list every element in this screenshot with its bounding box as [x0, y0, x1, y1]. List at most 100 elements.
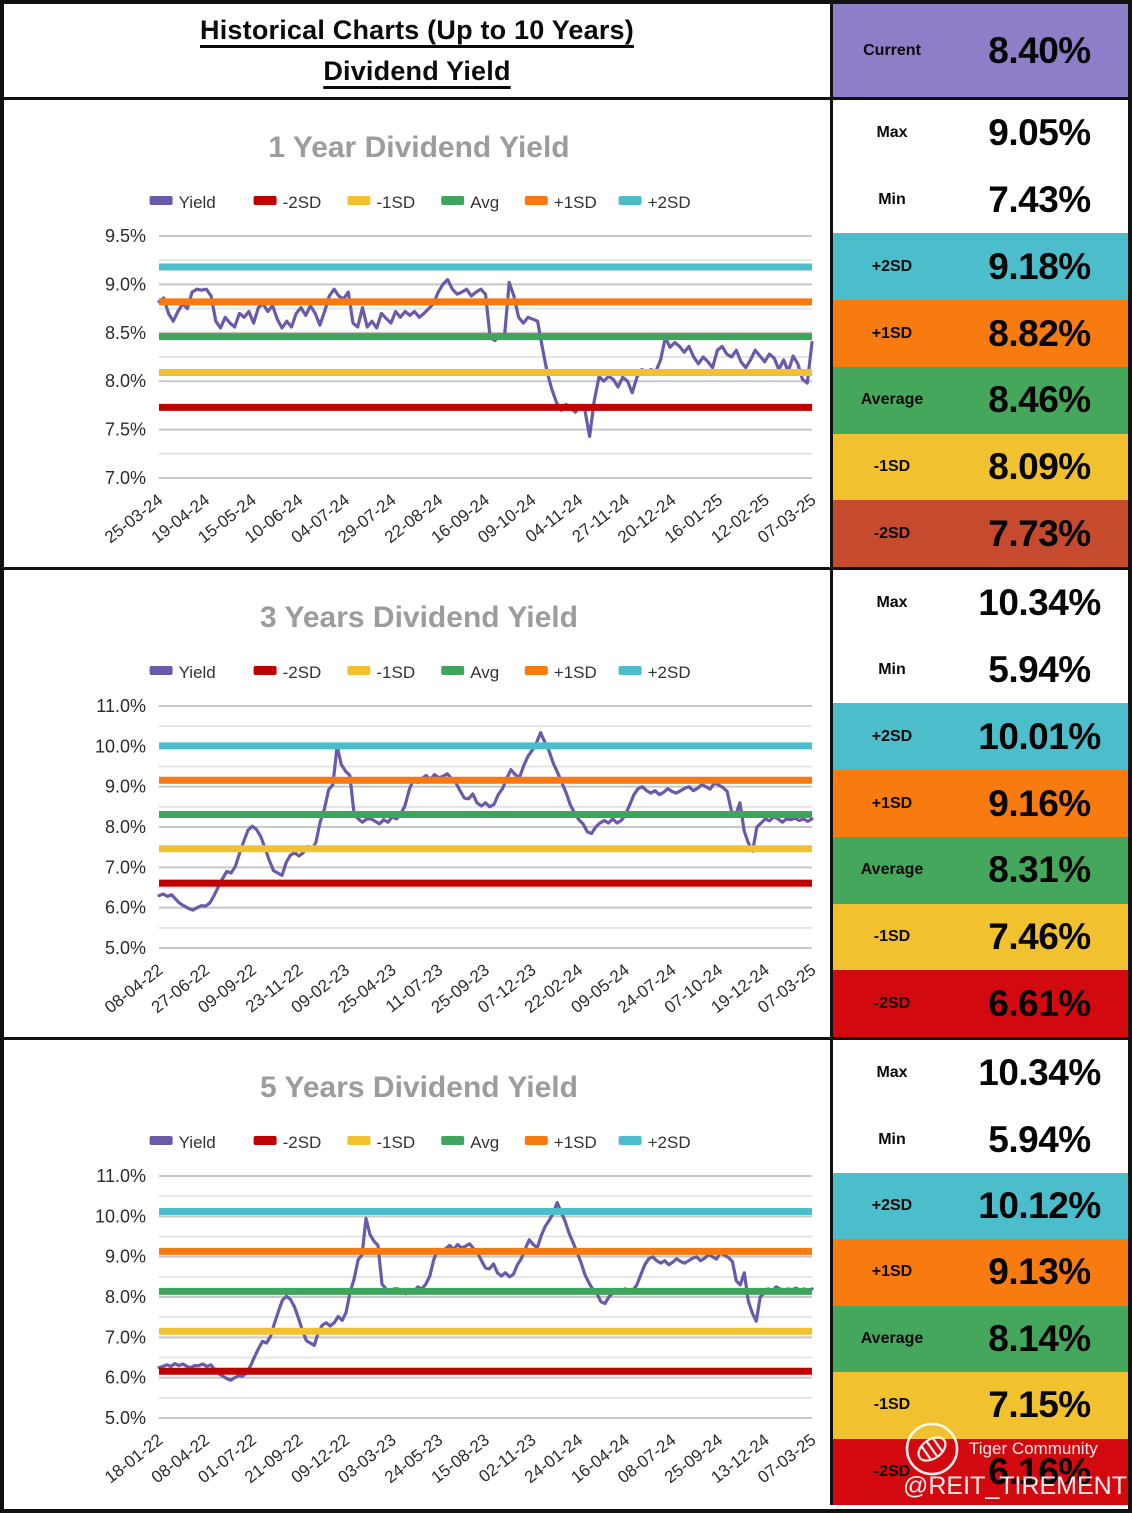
stat-value-max: 9.05% [988, 112, 1091, 154]
legend-label: Avg [470, 193, 499, 212]
legend-label: +1SD [554, 193, 597, 212]
stat-label-minus2sd: -2SD [873, 994, 911, 1012]
svg-text:11.0%: 11.0% [96, 1166, 146, 1186]
svg-text:7.5%: 7.5% [105, 420, 146, 440]
legend-label: Yield [179, 663, 216, 682]
legend-label: +2SD [648, 1133, 691, 1152]
stat-value-average: 8.14% [988, 1317, 1091, 1359]
stat-row-min: Min 7.43% [833, 166, 1128, 234]
stat-value-plus1sd: 9.13% [988, 1251, 1091, 1293]
stat-label-plus1sd: +1SD [871, 1263, 913, 1281]
stat-value-min: 5.94% [988, 649, 1091, 691]
stat-value-plus2sd: 9.18% [988, 245, 1091, 287]
svg-text:8.0%: 8.0% [105, 817, 146, 837]
stat-row-max: Max 9.05% [833, 100, 1128, 167]
stat-label-average: Average [860, 391, 924, 409]
stat-row-min: Min 5.94% [833, 636, 1128, 704]
svg-text:5.0%: 5.0% [105, 938, 146, 958]
svg-text:11.0%: 11.0% [96, 696, 146, 716]
stat-row-plus2sd: +2SD 9.18% [833, 233, 1128, 301]
svg-text:7.0%: 7.0% [105, 857, 146, 877]
stat-label-minus2sd: -2SD [873, 1462, 911, 1480]
svg-text:5.0%: 5.0% [105, 1408, 146, 1428]
svg-text:9.0%: 9.0% [105, 1247, 146, 1267]
svg-text:6.0%: 6.0% [105, 1368, 146, 1388]
stat-row-average: Average 8.31% [833, 836, 1128, 904]
chart-legend: Yield -2SD -1SD Avg +1SD +2SD [149, 663, 691, 682]
legend-swatch-+1sd [524, 196, 548, 205]
legend-swatch-yield [149, 666, 173, 675]
stat-value-minus2sd: 7.73% [988, 512, 1091, 554]
chart-3y-container: 3 Years Dividend Yield Yield -2SD -1SD Avg +1… [4, 567, 833, 1037]
stats-panel-3y: Max 10.34% Min 5.94% +2SD 10.01% +1SD 9.16% Aver… [833, 567, 1128, 1038]
stat-row-minus1sd: -1SD 8.09% [833, 433, 1128, 501]
legend-swatch--1sd [347, 666, 371, 675]
legend-label: -1SD [376, 193, 415, 212]
stat-row-average: Average 8.14% [833, 1305, 1128, 1373]
legend-label: Avg [470, 1133, 499, 1152]
stat-row-minus2sd: -2SD 7.73% [833, 500, 1128, 568]
chart-title: 1 Year Dividend Yield [268, 131, 569, 164]
legend-swatch-yield [149, 1136, 173, 1145]
legend-swatch-+2sd [618, 196, 642, 205]
svg-text:7.0%: 7.0% [105, 1327, 146, 1347]
chart-title: 5 Years Dividend Yield [260, 1071, 578, 1104]
page-subtitle: Dividend Yield [323, 55, 511, 86]
stat-label-min: Min [878, 1130, 906, 1148]
legend-swatch--1sd [347, 1136, 371, 1145]
stat-value-average: 8.46% [988, 379, 1091, 421]
svg-text:9.5%: 9.5% [105, 226, 146, 246]
legend-swatch-yield [149, 196, 173, 205]
stat-label-max: Max [876, 1064, 908, 1082]
legend-label: -2SD [283, 663, 322, 682]
report-header: Historical Charts (Up to 10 Years) Divid… [4, 4, 833, 97]
yield-line [157, 1201, 814, 1382]
chart-5y-container: 5 Years Dividend Yield Yield -2SD -1SD Avg +1… [4, 1037, 833, 1505]
stat-label-plus2sd: +2SD [871, 1197, 913, 1215]
stats-panel-1y: Max 9.05% Min 7.43% +2SD 9.18% +1SD 8.82% Averag… [833, 97, 1128, 568]
legend-label: -1SD [376, 1133, 415, 1152]
stat-label-minus1sd: -1SD [873, 927, 911, 945]
stat-label-average: Average [860, 1329, 924, 1347]
x-axis-labels: 08-04-2227-06-2209-09-2223-11-2209-02-23… [101, 960, 819, 1017]
chart-title: 3 Years Dividend Yield [260, 601, 578, 634]
legend-swatch--2sd [253, 666, 277, 675]
legend-label: -2SD [283, 193, 322, 212]
legend-swatch-avg [441, 196, 465, 205]
current-label: Current [863, 41, 921, 59]
x-axis-labels: 18-01-2208-04-2201-07-2221-09-2209-12-22… [101, 1430, 819, 1487]
stat-label-minus2sd: -2SD [873, 524, 911, 542]
stat-label-plus1sd: +1SD [871, 324, 913, 342]
legend-label: Yield [179, 193, 216, 212]
stat-value-max: 10.34% [978, 1052, 1101, 1094]
legend-label: -2SD [283, 1133, 322, 1152]
chart-legend: Yield -2SD -1SD Avg +1SD +2SD [149, 1133, 691, 1152]
stat-value-plus2sd: 10.12% [978, 1185, 1101, 1227]
y-axis-labels: 11.0% 10.0% 9.0% 8.0% 7.0% 6.0% 5.0% [95, 1166, 146, 1428]
legend-swatch-+2sd [618, 1136, 642, 1145]
stat-row-minus1sd: -1SD 7.46% [833, 903, 1128, 971]
stat-row-plus2sd: +2SD 10.12% [833, 1172, 1128, 1240]
current-value: 8.40% [988, 29, 1091, 71]
svg-text:10.0%: 10.0% [95, 736, 146, 756]
stat-label-minus1sd: -1SD [873, 457, 911, 475]
yield-line [157, 731, 814, 912]
stat-value-min: 7.43% [988, 179, 1091, 221]
y-axis-labels: 11.0% 10.0% 9.0% 8.0% 7.0% 6.0% 5.0% [95, 696, 146, 958]
legend-label: +1SD [554, 1133, 597, 1152]
legend-swatch--1sd [347, 196, 371, 205]
stat-label-plus2sd: +2SD [871, 257, 913, 275]
stat-row-average: Average 8.46% [833, 366, 1128, 434]
current-yield-box: Current 8.40% [833, 4, 1128, 97]
stat-value-min: 5.94% [988, 1118, 1091, 1160]
stat-row-max: Max 10.34% [833, 1040, 1128, 1107]
stat-label-min: Min [878, 191, 906, 209]
svg-text:9.0%: 9.0% [105, 274, 146, 294]
stat-row-plus1sd: +1SD 9.16% [833, 770, 1128, 837]
gridlines [159, 1175, 812, 1419]
stat-row-max: Max 10.34% [833, 570, 1128, 637]
svg-text:9.0%: 9.0% [105, 777, 146, 797]
stat-label-average: Average [860, 861, 924, 879]
svg-text:7.0%: 7.0% [105, 468, 146, 488]
